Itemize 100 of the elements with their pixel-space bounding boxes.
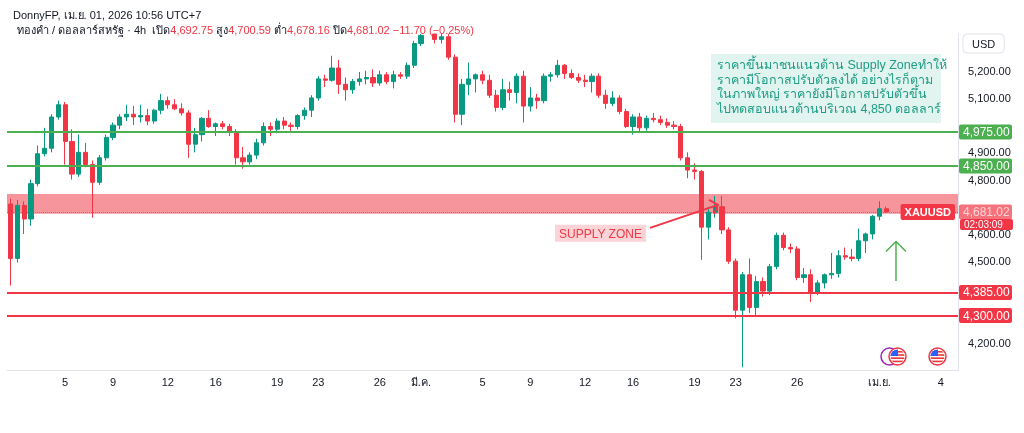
candlestick [480,70,485,85]
candlestick [336,59,341,95]
y-tick-label: 5,100.00 [968,91,1011,104]
candlestick [350,78,355,95]
candlestick [384,71,389,85]
x-tick-label: 23 [729,375,742,388]
candlestick [596,72,601,99]
candlestick [740,271,745,368]
y-tick-label: 4,200.00 [968,336,1011,349]
x-tick-label: 23 [312,375,325,388]
candlestick [206,109,211,129]
chart-title: ทองคำ / ดอลลาร์สหรัฐ · 4h เปิด4,692.75 สูง4,700.59 ต่ำ4,678.16 ปิด4,681.02 −11.70 (−0.25%) [17,23,474,36]
candlestick [603,89,608,110]
candlestick [630,113,636,136]
candlestick [76,134,81,178]
candlestick [507,81,512,102]
chart-subtitle: DonnyFP, เม.ย. 01, 2026 10:56 UTC+7 [13,8,202,21]
candlestick [781,232,786,251]
candlestick [829,252,834,280]
candlestick [309,94,314,118]
candlestick [391,70,396,89]
candlestick [42,127,47,157]
annotation: ราคาขึ้นมาชนแนวต้าน Supply Zoneทำให้ ราคามีโอกาสปรับตัวลงได้ อย่างไรก็ตาม ในภาพใหญ่ ราคายังมีโอกาสปรับตัวขึ้น ไปทดสอบแนวต้านบริเวณ 4,850 ดอลลาร์ [716,55,947,116]
candlestick [398,71,403,80]
candlestick [357,71,362,87]
candlestick [555,59,560,79]
candlestick [877,200,882,221]
y-axis-title: USD [972,37,996,50]
x-tick-label: มี.ค. [410,375,431,388]
candlestick [15,199,20,264]
candlestick [165,96,170,110]
y-tick-label: 4,500.00 [968,255,1011,268]
band-label: SUPPLY ZONE [559,226,642,241]
candlestick [254,138,259,160]
candlestick [692,162,697,181]
y-tick-label: 4,900.00 [968,146,1011,159]
candlestick [500,78,506,111]
candlestick [815,279,820,296]
candlestick [473,72,478,93]
candlestick [494,89,499,113]
x-tick-label: 16 [209,375,222,388]
candlestick [863,232,868,254]
x-tick-label: 9 [109,375,117,388]
candlestick [562,63,567,80]
candlestick [856,228,861,262]
x-tick-label: 12 [579,375,592,388]
ref-line-label: 4,850.00 [963,158,1011,173]
text: 02:03:09 [964,218,1004,230]
x-tick-label: 19 [271,375,284,388]
candlestick [49,113,54,153]
candlestick [323,74,328,88]
candlestick [651,112,656,123]
candlestick [637,112,642,133]
candlestick [97,154,102,186]
candlestick [329,55,335,83]
candlestick [836,249,841,278]
x-tick-label: 12 [161,375,174,388]
candlestick [658,115,663,126]
y-tick-label: 5,200.00 [968,64,1011,77]
y-tick-label: 4,600.00 [968,227,1011,240]
candlestick [364,70,369,85]
candlestick [487,74,492,99]
candlestick [405,62,410,80]
candlestick [795,245,800,281]
candlestick [774,232,779,270]
candlestick [247,151,252,166]
candlestick [370,68,376,88]
x-tick-label: 19 [688,375,701,388]
x-tick-label: 9 [527,375,534,388]
candlestick [870,214,875,240]
y-tick-label: 4,800.00 [968,173,1011,186]
x-tick-label: 26 [373,375,386,388]
candlestick [767,263,772,296]
candlestick [295,113,300,130]
x-tick-label: 16 [626,375,640,388]
candlestick [186,109,191,159]
candlestick [569,68,574,80]
candlestick [610,90,615,107]
x-tick-label: 4 [937,375,944,388]
candlestick [535,93,540,110]
candlestick [138,104,143,123]
x-tick-label: เม.ย. [867,375,891,388]
ref-line-label: 4,385.00 [963,285,1011,300]
candlestick [179,102,184,117]
annotation: XAUUSD [904,205,952,218]
x-tick-label: 5 [62,375,69,388]
candlestick [583,74,588,88]
candlestick [56,100,61,121]
candlestick [801,267,807,284]
candlestick [268,121,273,137]
candlestick [172,98,177,111]
ref-line-label: 4,975.00 [963,124,1011,139]
x-tick-label: 26 [791,375,804,388]
candlestick [822,272,827,289]
candlestick [213,121,218,137]
candlestick [453,53,458,123]
candlestick [617,94,622,115]
candlestick [131,105,136,126]
candlestick [220,120,225,130]
candlestick [145,108,150,126]
